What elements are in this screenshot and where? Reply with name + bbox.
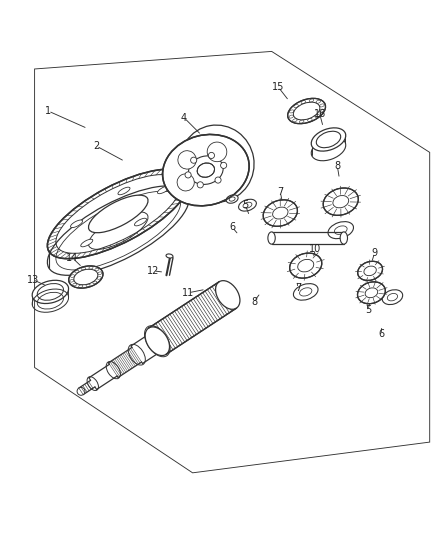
Ellipse shape <box>365 288 378 298</box>
Ellipse shape <box>74 269 98 285</box>
Ellipse shape <box>226 195 238 203</box>
Ellipse shape <box>197 163 215 177</box>
Ellipse shape <box>340 232 347 244</box>
Ellipse shape <box>177 174 194 191</box>
Circle shape <box>197 182 203 188</box>
Ellipse shape <box>81 239 93 247</box>
Ellipse shape <box>358 261 382 280</box>
Text: 6: 6 <box>229 222 235 232</box>
Ellipse shape <box>118 187 130 195</box>
Text: 4: 4 <box>181 112 187 123</box>
Ellipse shape <box>32 280 69 303</box>
Ellipse shape <box>323 188 358 215</box>
Ellipse shape <box>290 253 322 278</box>
Circle shape <box>191 157 197 163</box>
Circle shape <box>208 152 215 158</box>
Circle shape <box>215 177 221 183</box>
Ellipse shape <box>382 290 403 304</box>
Polygon shape <box>35 52 429 472</box>
Text: 9: 9 <box>371 248 378 259</box>
Ellipse shape <box>316 131 341 148</box>
Ellipse shape <box>268 232 275 244</box>
Text: 14: 14 <box>66 253 78 263</box>
Ellipse shape <box>272 207 288 219</box>
Circle shape <box>221 163 227 168</box>
Ellipse shape <box>166 254 173 258</box>
Text: 11: 11 <box>182 288 194 298</box>
Text: 6: 6 <box>378 329 384 340</box>
Ellipse shape <box>37 284 64 300</box>
Ellipse shape <box>158 186 170 193</box>
Ellipse shape <box>239 199 256 211</box>
Text: 8: 8 <box>334 161 340 171</box>
Text: 15: 15 <box>272 82 284 92</box>
Ellipse shape <box>188 156 223 184</box>
Ellipse shape <box>180 125 254 202</box>
Ellipse shape <box>334 226 347 235</box>
Ellipse shape <box>145 327 170 356</box>
Ellipse shape <box>364 266 376 276</box>
Ellipse shape <box>263 200 297 227</box>
Ellipse shape <box>134 218 147 226</box>
Ellipse shape <box>207 142 227 161</box>
Ellipse shape <box>178 151 196 169</box>
Ellipse shape <box>300 288 312 296</box>
Ellipse shape <box>387 294 398 301</box>
Ellipse shape <box>47 169 189 259</box>
Ellipse shape <box>229 197 235 201</box>
Text: 8: 8 <box>251 296 257 306</box>
Ellipse shape <box>88 195 148 233</box>
Ellipse shape <box>69 266 103 288</box>
Text: 13: 13 <box>27 274 39 285</box>
Polygon shape <box>35 52 429 472</box>
Text: 10: 10 <box>309 244 321 254</box>
Circle shape <box>185 172 191 178</box>
Text: 16: 16 <box>314 109 326 119</box>
Ellipse shape <box>333 196 349 208</box>
Text: 1: 1 <box>45 106 51 116</box>
Ellipse shape <box>288 99 325 124</box>
Ellipse shape <box>293 284 318 300</box>
Ellipse shape <box>162 134 249 206</box>
Ellipse shape <box>328 222 353 239</box>
Ellipse shape <box>311 128 346 151</box>
Text: 2: 2 <box>93 141 99 151</box>
Ellipse shape <box>243 202 252 208</box>
Ellipse shape <box>215 281 240 309</box>
Ellipse shape <box>71 220 83 228</box>
Ellipse shape <box>357 282 385 304</box>
Text: 7: 7 <box>277 187 283 197</box>
Text: 5: 5 <box>365 305 371 316</box>
Ellipse shape <box>298 260 314 272</box>
Text: 12: 12 <box>147 266 159 276</box>
Text: 7: 7 <box>295 284 301 293</box>
Text: 5: 5 <box>242 200 248 210</box>
Ellipse shape <box>293 102 320 120</box>
Circle shape <box>77 387 85 395</box>
